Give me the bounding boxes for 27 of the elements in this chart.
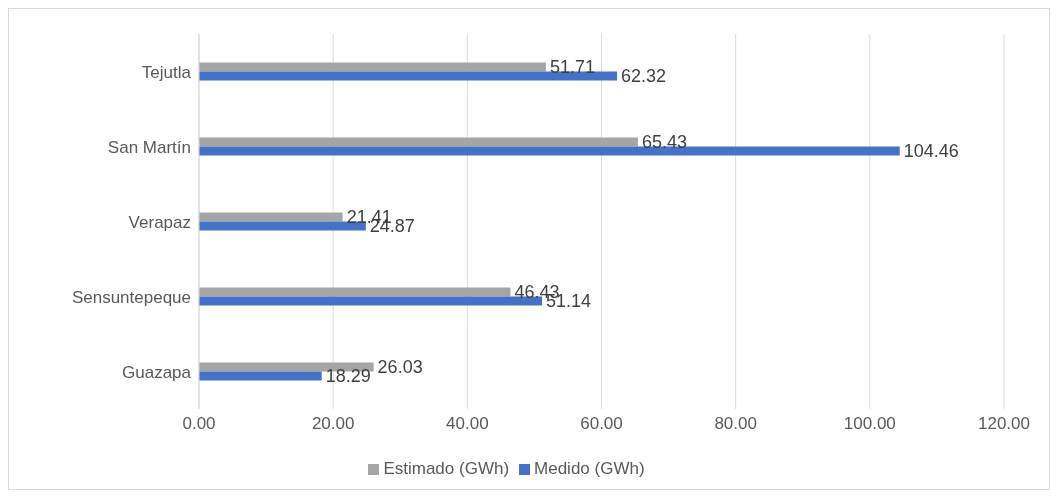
data-label: 62.32 xyxy=(621,66,667,87)
bar xyxy=(199,371,322,381)
data-label: 18.29 xyxy=(325,366,371,387)
y-tick-label: Tejutla xyxy=(141,62,192,82)
bar xyxy=(199,146,900,156)
legend-label: Estimado (GWh) xyxy=(383,459,510,478)
x-tick-label: 120.00 xyxy=(978,414,1030,434)
bar xyxy=(199,287,511,297)
data-label: 26.03 xyxy=(377,357,423,378)
bar xyxy=(199,71,618,81)
bar xyxy=(199,296,543,306)
x-tick-label: 0.00 xyxy=(182,414,216,434)
bar xyxy=(199,221,366,231)
y-tick-label: Guazapa xyxy=(122,362,192,382)
x-tick-label: 20.00 xyxy=(311,414,355,434)
y-tick-label: Sensuntepeque xyxy=(71,287,191,307)
x-tick-label: 60.00 xyxy=(580,414,623,434)
y-tick-label: San Martín xyxy=(107,137,191,157)
x-tick-label: 80.00 xyxy=(714,414,757,434)
legend-label: Medido (GWh) xyxy=(534,459,645,478)
bar xyxy=(199,62,546,72)
bar xyxy=(199,137,638,147)
data-label: 104.46 xyxy=(903,141,959,162)
y-tick-label: Verapaz xyxy=(128,212,191,232)
bar xyxy=(199,212,343,222)
x-tick-label: 40.00 xyxy=(446,414,489,434)
x-tick-label: 100.00 xyxy=(843,414,896,434)
